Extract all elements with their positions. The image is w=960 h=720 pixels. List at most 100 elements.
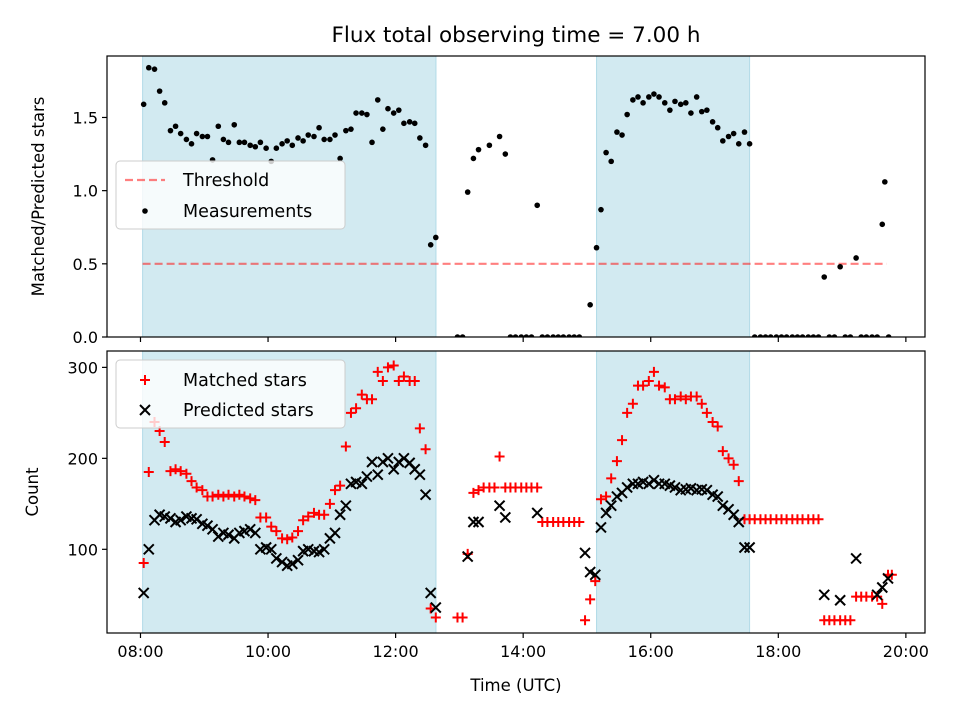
legend-predicted-swatch (139, 404, 151, 416)
measurement-point (311, 133, 317, 140)
measurement-point (762, 334, 769, 337)
measurement-point (225, 139, 232, 146)
matched-point (298, 515, 309, 526)
matched-point (643, 376, 654, 387)
measurement-point (193, 130, 200, 137)
predicted-point (366, 456, 378, 468)
measurement-point (688, 110, 694, 116)
measurement-point (683, 100, 689, 106)
predicted-point (393, 456, 405, 468)
measurement-point (587, 302, 593, 308)
measurement-point (651, 91, 657, 97)
predicted-point (430, 601, 442, 614)
predicted-point (717, 499, 729, 512)
measurement-point (172, 123, 179, 130)
matched-point (191, 482, 202, 493)
matched-point (351, 403, 362, 414)
legend-label-matched: Matched stars (183, 371, 307, 391)
measurement-point (337, 155, 343, 162)
matched-point (159, 436, 170, 447)
measurement-point (518, 334, 525, 337)
matched-point (382, 362, 393, 373)
measurement-point (496, 133, 503, 140)
matched-point (250, 495, 261, 506)
measurement-point (263, 145, 269, 152)
measurement-point (630, 97, 636, 103)
axes-frame (106, 350, 926, 634)
matched-point (638, 380, 649, 391)
predicted-point (137, 587, 150, 599)
matched-point (675, 391, 686, 402)
predicted-point (419, 489, 432, 501)
measurement-point (390, 110, 397, 116)
matched-point (590, 576, 601, 587)
matched-point (728, 459, 739, 470)
matched-point (388, 360, 399, 371)
measurement-point (842, 334, 849, 337)
matched-point (733, 476, 744, 487)
matched-point (324, 498, 335, 509)
predicted-point (424, 587, 437, 599)
measurement-point (746, 141, 753, 147)
measurement-point (199, 133, 206, 140)
predicted-point (164, 512, 177, 525)
measurement-point (241, 139, 248, 146)
matched-point (319, 509, 330, 520)
measurement-point (757, 334, 764, 337)
measurement-point (427, 241, 434, 248)
measurement-point (273, 145, 280, 152)
measurement-point (454, 334, 461, 337)
x-tick-label: 10:00 (245, 642, 291, 661)
matched-point (356, 389, 367, 400)
matched-point (409, 376, 420, 387)
measurement-point (528, 334, 535, 337)
measurement-point (598, 206, 604, 213)
legend-box (115, 359, 346, 429)
measurement-point (432, 234, 439, 241)
matched-point (723, 453, 734, 464)
measurement-point (672, 98, 678, 105)
predicted-point (589, 569, 601, 581)
measurement-point (576, 334, 583, 337)
measurement-point (279, 141, 285, 147)
measurement-point (156, 88, 163, 94)
matched-point (585, 594, 596, 605)
matched-point (271, 526, 282, 537)
measurement-point (188, 141, 195, 147)
measurement-point (624, 111, 630, 118)
matched-point (197, 485, 208, 496)
matched-point (143, 466, 154, 477)
matched-point (234, 489, 245, 500)
predicted-point (493, 499, 506, 512)
matched-point (414, 423, 425, 434)
x-tick-label: 16:00 (628, 642, 674, 661)
measurement-point (805, 334, 812, 337)
measurement-point (869, 334, 875, 337)
measurement-point (677, 101, 684, 108)
measurement-point (289, 142, 296, 149)
measurement-point (374, 97, 381, 103)
matched-point (877, 598, 888, 609)
predicted-point (212, 530, 225, 543)
predicted-point (882, 572, 894, 585)
predicted-point (850, 552, 862, 565)
matched-point (622, 407, 633, 418)
measurement-point (810, 334, 817, 337)
y-tick-label: 100 (67, 540, 98, 559)
matched-point (393, 376, 404, 387)
x-tick-label: 18:00 (755, 642, 801, 661)
predicted-point (249, 527, 261, 539)
measurement-point (720, 138, 726, 144)
matched-point (266, 521, 277, 532)
measurement-point (220, 136, 227, 143)
matched-point (595, 494, 606, 505)
measurement-point (693, 94, 700, 100)
measurement-point (475, 146, 482, 153)
predicted-point (648, 474, 660, 486)
matched-point (717, 446, 728, 457)
predicted-point (292, 554, 304, 566)
measurement-point (608, 158, 614, 165)
predicted-point (329, 527, 341, 539)
measurement-point (140, 101, 147, 108)
